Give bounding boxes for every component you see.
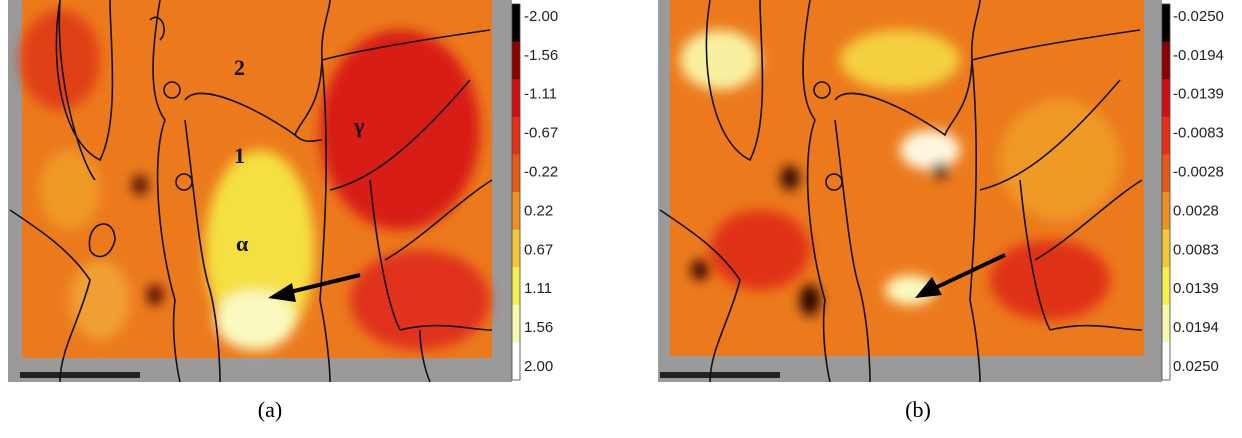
- colorbar-segment: [1162, 154, 1170, 193]
- caption: (b): [905, 397, 931, 422]
- colorbar-tick-label: 0.22: [524, 202, 553, 219]
- colorbar-tick-label: -1.11: [524, 86, 557, 103]
- colorbar-tick-label: 2.00: [524, 358, 553, 375]
- colorbar-segment: [512, 192, 520, 231]
- colorbar-segment: [1162, 41, 1170, 80]
- colorbar-segment: [512, 342, 520, 381]
- grain-annotation: α: [236, 231, 249, 256]
- colorbar-tick-label: 0.67: [524, 241, 553, 258]
- colorbar-tick-label: -0.22: [524, 164, 558, 181]
- colorbar-tick-label: -0.0083: [1173, 125, 1224, 142]
- colorbar-segment: [512, 116, 520, 155]
- strain-map-a: [8, 0, 512, 382]
- caption: (a): [258, 397, 282, 422]
- colorbar-segment: [1162, 304, 1170, 343]
- grain-annotation: 2: [234, 55, 245, 80]
- colorbar-segment: [512, 4, 520, 43]
- colorbar-segment: [1162, 229, 1170, 268]
- grain-annotation: 1: [234, 143, 245, 168]
- colorbar-frame: [1161, 3, 1171, 381]
- colorbar-tick-label: 0.0250: [1173, 358, 1219, 375]
- colorbar-tick-label: 1.11: [524, 280, 552, 297]
- colorbar-segment: [512, 154, 520, 193]
- colorbar-tick-label: -0.67: [524, 125, 558, 142]
- colorbar-segment: [1162, 4, 1170, 43]
- colorbar-segment: [512, 267, 520, 306]
- colorbar-tick-label: -2.00: [524, 8, 558, 25]
- colorbar-tick-label: -0.0250: [1173, 8, 1224, 25]
- colorbar-segment: [1162, 116, 1170, 155]
- colorbar-tick-label: -0.0194: [1173, 47, 1224, 64]
- colorbar-tick-label: -0.0139: [1173, 86, 1224, 103]
- colorbar-tick-label: 1.56: [524, 319, 553, 336]
- colorbar-segment: [512, 229, 520, 268]
- colorbar-segment: [1162, 79, 1170, 118]
- colorbar-tick-label: -0.0028: [1173, 164, 1224, 181]
- colorbar-segment: [1162, 267, 1170, 306]
- colorbar-tick-label: 0.0139: [1173, 280, 1219, 297]
- colorbar-segment: [1162, 192, 1170, 231]
- colorbar-frame: [511, 3, 521, 381]
- colorbar-tick-label: 0.0194: [1173, 319, 1219, 336]
- colorbar-tick-label: 0.0028: [1173, 202, 1219, 219]
- grain-annotation: γ: [353, 113, 364, 138]
- arrows: [268, 253, 1006, 302]
- colorbar-tick-label: 0.0083: [1173, 241, 1219, 258]
- colorbar-segment: [1162, 342, 1170, 381]
- colorbar-segment: [512, 79, 520, 118]
- strain-map-b: [658, 0, 1162, 382]
- grain-boundaries: [9, 0, 1143, 383]
- colorbar-tick-label: -1.56: [524, 47, 558, 64]
- colorbar-segment: [512, 41, 520, 80]
- colorbar-segment: [512, 304, 520, 343]
